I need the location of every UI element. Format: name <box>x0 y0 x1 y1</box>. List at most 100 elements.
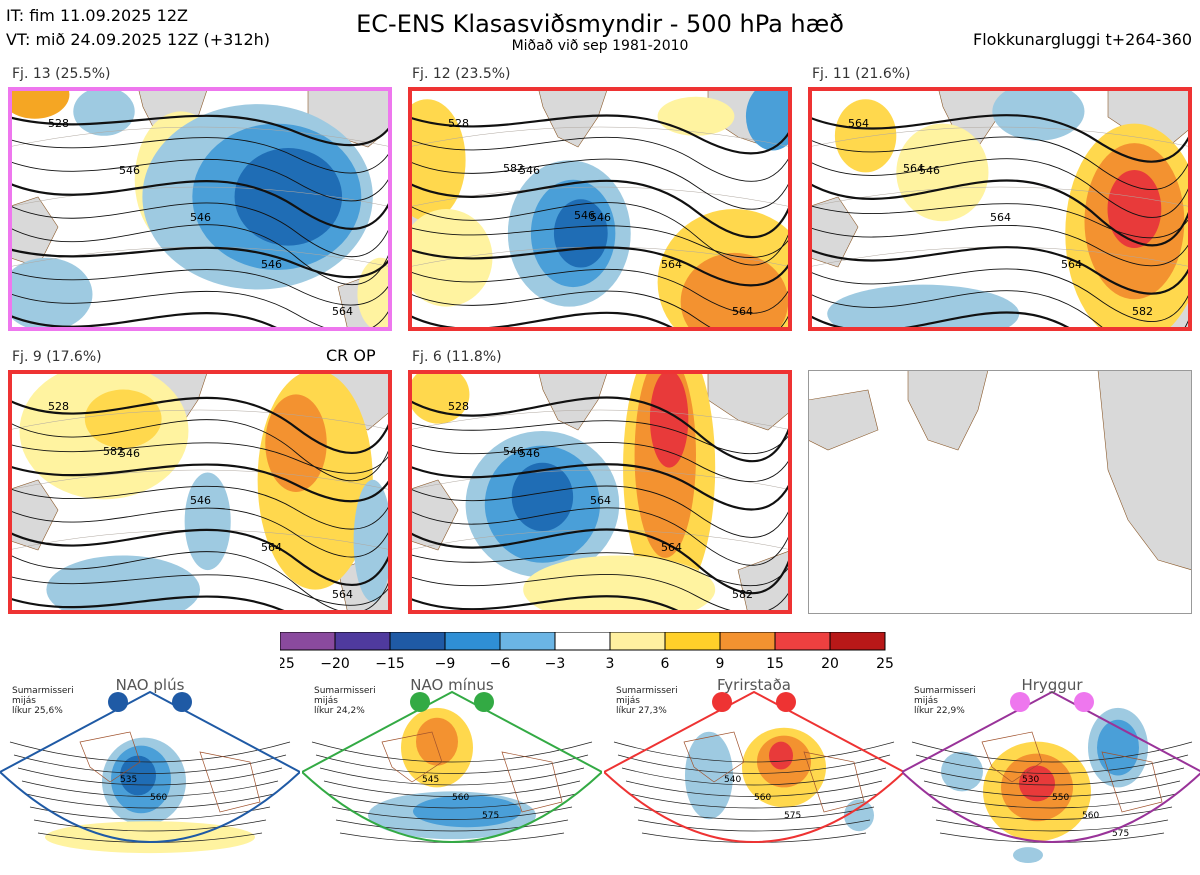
land-mass <box>1097 370 1192 571</box>
contour-label: 564 <box>1061 258 1082 271</box>
contour-label: 546 <box>519 447 540 460</box>
anomaly-area <box>73 87 135 136</box>
regime-probability: Sumarmisseri mijás líkur 27,3% <box>616 686 678 716</box>
contour-label: 564 <box>261 541 282 554</box>
colorbar-swatch <box>554 631 611 651</box>
contour-label: 546 <box>190 211 211 224</box>
contour-label: 546 <box>590 211 611 224</box>
colorbar-tick-label: 20 <box>821 656 839 672</box>
contour-label: 546 <box>574 209 595 222</box>
contour-label: 582 <box>503 162 524 175</box>
cluster-map-11: 564 546 564 564 582 564 <box>808 87 1192 331</box>
colorbar-tick-label: −6 <box>490 656 511 672</box>
cr-op-tag: CR OP <box>326 346 376 365</box>
graticule-line <box>8 469 392 491</box>
regime-probability: Sumarmisseri mijás líkur 22,9% <box>914 686 976 716</box>
contour-label: 575 <box>1112 829 1129 839</box>
regime-probability: Sumarmisseri mijás líkur 25,6% <box>12 686 74 716</box>
regime-name: NAO plús <box>115 676 185 694</box>
anomaly-area <box>511 462 574 532</box>
contour-label: 546 <box>119 447 140 460</box>
height-contour <box>21 780 279 797</box>
regime-frame <box>300 690 604 843</box>
anomaly-area <box>1013 847 1043 864</box>
regime-dot <box>410 692 430 712</box>
colorbar-tick-label: −15 <box>375 656 405 672</box>
cluster-map-9: 528 546 546 564 564 582 <box>8 370 392 614</box>
colorbar-swatch <box>444 631 501 651</box>
colorbar-tick-label: 25 <box>876 656 894 672</box>
land-mass <box>737 549 792 614</box>
contour-label: 550 <box>1052 793 1069 803</box>
anomaly-area <box>416 717 458 766</box>
height-contour <box>29 806 271 820</box>
anomaly-area <box>769 741 793 770</box>
regime-dot <box>108 692 128 712</box>
anomaly-area <box>1019 765 1055 802</box>
height-contour <box>621 767 887 786</box>
coastline <box>79 731 261 813</box>
anomaly-area <box>120 755 156 796</box>
colorbar-tick-label: −9 <box>435 656 456 672</box>
height-contour <box>625 780 883 797</box>
contour-label: 564 <box>848 117 869 130</box>
land-mass <box>8 196 59 268</box>
colorbar-tick-label: −25 <box>280 656 295 672</box>
panel-label-cluster-6: Fj. 6 (11.8%) <box>412 349 502 365</box>
colorbar-tick-label: 6 <box>661 656 670 672</box>
contour-label: 564 <box>903 162 924 175</box>
regime-frame <box>900 690 1200 843</box>
contour-label: 560 <box>754 793 771 803</box>
regime-blocking: 540 560 575 Fyrirstaða Sumarmisseri mijás … <box>602 672 906 871</box>
contour-label: 528 <box>448 117 469 130</box>
contour-label: 560 <box>452 793 469 803</box>
height-contour <box>637 819 871 832</box>
height-contour <box>919 767 1185 786</box>
panel-border <box>808 370 1192 614</box>
graticule-line <box>808 126 1192 148</box>
contour-label: 530 <box>1022 775 1039 785</box>
regime-name: Fyrirstaða <box>717 676 791 694</box>
anomaly-area <box>234 148 343 246</box>
cluster-map-6: 528 546 564 564 582 546 <box>408 370 792 614</box>
height-contour <box>315 754 589 774</box>
contour-label: 564 <box>732 305 753 318</box>
panel-label-cluster-13: Fj. 13 (25.5%) <box>12 66 111 82</box>
graticule-line <box>8 186 392 208</box>
height-contour <box>331 806 573 820</box>
height-contour <box>13 754 287 774</box>
colorbar-swatch <box>389 631 446 651</box>
contour-label: 560 <box>1082 811 1099 821</box>
colorbar-swatch <box>719 631 776 651</box>
panel-label-cluster-9: Fj. 9 (17.6%) <box>12 349 102 365</box>
height-contour <box>323 780 581 797</box>
contour-label: 546 <box>919 164 940 177</box>
colorbar-swatch <box>334 631 391 651</box>
panel-border <box>8 87 392 331</box>
anomaly-area <box>680 252 789 331</box>
contour-label: 546 <box>190 494 211 507</box>
contour-label: 582 <box>103 445 124 458</box>
cluster-map-12: 528 546 546 564 564 582 546 <box>408 87 792 331</box>
colorbar-tick-label: 9 <box>716 656 725 672</box>
regime-dot <box>776 692 796 712</box>
contour-label: 564 <box>332 305 353 318</box>
contour-label: 528 <box>48 400 69 413</box>
panel-border <box>8 370 392 614</box>
panel-label-cluster-11: Fj. 11 (21.6%) <box>812 66 911 82</box>
regime-ridge: 530 550 560 575 Hryggur Sumarmisseri mijás … <box>900 672 1200 871</box>
panel-border <box>408 87 792 331</box>
regime-nao-minus: 545 560 575 NAO mínus Sumarmisseri mijás l… <box>300 672 604 871</box>
regime-frame <box>602 690 906 843</box>
height-contour <box>33 819 267 832</box>
valid-time: VT: mið 24.09.2025 12Z (+312h) <box>6 30 271 49</box>
regime-nao-plus: 535 560 NAO plús Sumarmisseri mijás líkur… <box>0 672 302 871</box>
height-contour <box>9 741 291 763</box>
height-contour <box>911 741 1193 763</box>
land-mass <box>808 389 879 451</box>
regime-dot <box>1074 692 1094 712</box>
regime-probability: Sumarmisseri mijás líkur 24,2% <box>314 686 376 716</box>
anomaly-area <box>827 284 1020 331</box>
graticule-line <box>408 186 792 208</box>
colorbar-swatch <box>499 631 556 651</box>
